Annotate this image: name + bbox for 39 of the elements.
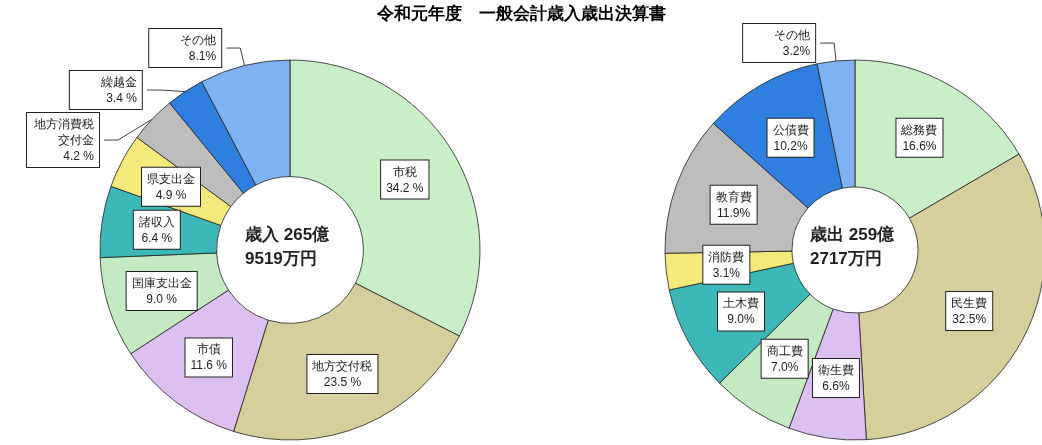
data-label: 11.6 % <box>190 358 228 373</box>
data-label: 11.9% <box>717 205 751 220</box>
slice-label: 総務費 <box>900 122 938 137</box>
slice-label: 民生費 <box>951 296 988 311</box>
data-label: 3.4 % <box>106 91 138 106</box>
slice-label: 公債費 <box>772 122 809 137</box>
data-label: 4.2 % <box>63 149 95 164</box>
slice-label: 商工費 <box>766 343 803 358</box>
slice-label: 土木費 <box>722 296 759 311</box>
data-label: 4.9 % <box>155 187 187 202</box>
slice-label: その他 <box>180 33 217 48</box>
data-label: 3.2% <box>782 44 811 59</box>
data-label: 32.5% <box>952 312 987 327</box>
data-label: 23.5 % <box>323 375 362 390</box>
data-label: 6.6% <box>822 379 850 394</box>
slice-label: 国庫支出金 <box>131 275 192 290</box>
data-label: 9.0 % <box>146 291 178 306</box>
slice-label: 県支出金 <box>147 171 195 186</box>
slice-label: 諸収入 <box>138 214 175 229</box>
slice-label: その他 <box>774 28 811 43</box>
slice-label: 消防費 <box>708 249 745 264</box>
text: 歳入 265億 9519万円 <box>244 224 331 268</box>
data-label: 3.1% <box>712 265 741 280</box>
data-label: 7.0% <box>770 359 799 374</box>
slice-label: 地方交付税 <box>311 359 373 374</box>
slice-label: 市税 <box>392 164 417 179</box>
slice-label: 教育費 <box>715 189 752 204</box>
data-label: 34.2 % <box>386 180 424 195</box>
text: 歳出 259億 2717万円 <box>809 224 896 268</box>
slice-label: 市債 <box>196 342 221 357</box>
slice-label: 地方消費税交付金 <box>33 117 94 148</box>
data-label: 16.6% <box>902 138 937 153</box>
slice-label: 衛生費 <box>817 363 854 378</box>
data-label: 8.1% <box>188 49 217 64</box>
data-label: 9.0% <box>727 312 755 327</box>
data-label: 10.2% <box>773 138 808 153</box>
slice-label: 繰越金 <box>99 75 137 90</box>
data-label: 6.4 % <box>141 230 173 245</box>
text: 令和元年度 一般会計歳入歳出決算書 <box>375 2 667 25</box>
